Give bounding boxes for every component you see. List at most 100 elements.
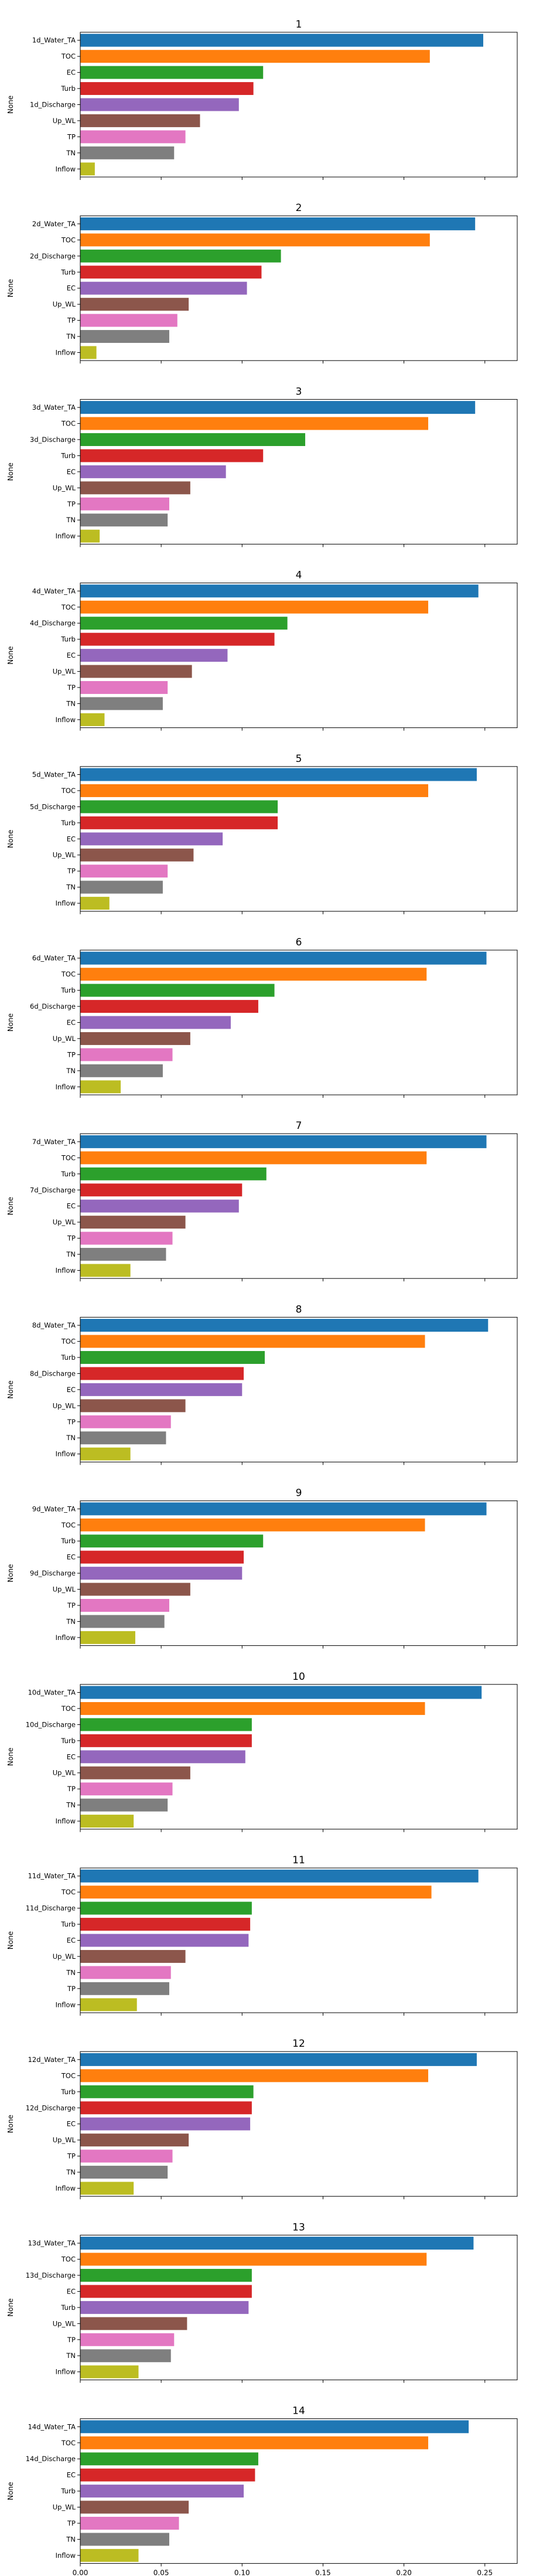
bar-Turb bbox=[80, 816, 278, 829]
y-axis-label: None bbox=[6, 646, 15, 664]
bar-Inflow bbox=[80, 2548, 139, 2562]
y-tick-label: Up_WL bbox=[53, 2503, 76, 2512]
subplot-title: 8 bbox=[296, 1304, 302, 1315]
bar-Inflow bbox=[80, 1447, 131, 1461]
y-tick-label: 5d_Discharge bbox=[30, 802, 76, 811]
bar-TOC bbox=[80, 968, 427, 981]
bar-TOC bbox=[80, 600, 429, 614]
y-tick-label: TN bbox=[66, 1801, 76, 1809]
y-tick-label: Turb bbox=[60, 84, 76, 93]
bar-Up_WL bbox=[80, 1583, 190, 1596]
bar-TP bbox=[80, 130, 186, 144]
bar-Turb bbox=[80, 266, 262, 279]
subplot-title: 12 bbox=[292, 2038, 305, 2050]
y-tick-label: Up_WL bbox=[53, 1952, 76, 1961]
y-tick-label: Inflow bbox=[56, 2184, 76, 2192]
y-tick-label: 8d_Water_TA bbox=[32, 1321, 76, 1329]
y-tick-label: TOC bbox=[61, 1521, 76, 1529]
bar-TP bbox=[80, 1231, 173, 1245]
y-tick-label: 6d_Water_TA bbox=[32, 954, 76, 962]
bar-EC bbox=[80, 2285, 252, 2298]
y-tick-label: 9d_Water_TA bbox=[32, 1505, 76, 1513]
bar-TOC bbox=[80, 233, 430, 247]
subplot-title: 13 bbox=[292, 2221, 305, 2233]
subplot-title: 5 bbox=[296, 753, 302, 765]
bar-EC bbox=[80, 1750, 245, 1764]
subplot-7: 7 7d_Water_TA TOC Turb 7d_Discharge EC Up_WL TP… bbox=[6, 1120, 518, 1282]
y-tick-label: TOC bbox=[61, 420, 76, 428]
y-tick-label: TN bbox=[66, 2352, 76, 2360]
bar-TOC bbox=[80, 2436, 429, 2449]
y-tick-label: TP bbox=[67, 1050, 76, 1059]
y-tick-label: 5d_Water_TA bbox=[32, 771, 76, 779]
bar-TN bbox=[80, 880, 163, 894]
y-tick-label: TP bbox=[67, 1418, 76, 1426]
bar-EC bbox=[80, 465, 226, 478]
y-tick-label: Inflow bbox=[56, 1266, 76, 1274]
y-tick-label: 4d_Discharge bbox=[30, 619, 76, 627]
bar-TOC bbox=[80, 1151, 427, 1165]
y-tick-label: Up_WL bbox=[53, 1585, 76, 1594]
y-tick-label: 11d_Discharge bbox=[26, 1904, 76, 1913]
bar-TN bbox=[80, 330, 169, 343]
bar-TN bbox=[80, 1431, 166, 1445]
y-tick-label: 14d_Water_TA bbox=[28, 2422, 76, 2431]
bar-TOC bbox=[80, 2069, 429, 2082]
subplot-title: 3 bbox=[296, 386, 302, 397]
y-tick-label: Up_WL bbox=[53, 2136, 76, 2144]
y-tick-label: Up_WL bbox=[53, 1401, 76, 1410]
subplot-title: 11 bbox=[292, 1854, 305, 1866]
y-tick-label: TP bbox=[67, 1785, 76, 1793]
bar-EC bbox=[80, 1934, 249, 1947]
bar-Inflow bbox=[80, 1631, 135, 1644]
bar-4d_Water_TA bbox=[80, 584, 479, 598]
x-tick-label: 0.10 bbox=[234, 2569, 250, 2576]
y-tick-label: EC bbox=[67, 284, 76, 292]
y-tick-label: Turb bbox=[60, 2088, 76, 2096]
y-tick-label: 13d_Water_TA bbox=[28, 2239, 76, 2247]
y-axis-label: None bbox=[6, 2298, 15, 2316]
y-tick-label: 4d_Water_TA bbox=[32, 587, 76, 595]
bar-TP bbox=[80, 1048, 173, 1061]
bar-TP bbox=[80, 2333, 175, 2346]
axes-frame bbox=[80, 32, 518, 178]
y-tick-label: Inflow bbox=[56, 2551, 76, 2560]
y-tick-label: TP bbox=[67, 2519, 76, 2527]
y-tick-label: 8d_Discharge bbox=[30, 1369, 76, 1377]
bar-EC bbox=[80, 1199, 239, 1213]
y-axis-label: None bbox=[6, 96, 15, 114]
subplot-title: 4 bbox=[296, 570, 302, 581]
y-tick-label: EC bbox=[67, 1386, 76, 1394]
y-tick-label: TOC bbox=[61, 1338, 76, 1346]
y-tick-label: EC bbox=[67, 1553, 76, 1561]
y-axis-label: None bbox=[6, 2482, 15, 2500]
bar-4d_Discharge bbox=[80, 617, 288, 630]
bar-13d_Water_TA bbox=[80, 2237, 474, 2250]
bar-13d_Discharge bbox=[80, 2269, 252, 2282]
bar-Up_WL bbox=[80, 481, 190, 495]
bar-TP bbox=[80, 865, 168, 878]
bar-EC bbox=[80, 2117, 251, 2131]
bar-11d_Water_TA bbox=[80, 1869, 479, 1883]
axes-frame bbox=[80, 583, 518, 729]
bar-TP bbox=[80, 1782, 173, 1796]
y-axis-label: None bbox=[6, 1013, 15, 1032]
bar-7d_Discharge bbox=[80, 1183, 243, 1197]
bar-Up_WL bbox=[80, 848, 194, 862]
bar-Inflow bbox=[80, 713, 105, 726]
y-tick-label: 12d_Water_TA bbox=[28, 2056, 76, 2064]
y-tick-label: Inflow bbox=[56, 532, 76, 540]
y-tick-label: 10d_Discharge bbox=[26, 1720, 76, 1728]
x-tick-label: 0.15 bbox=[315, 2569, 331, 2576]
y-tick-label: TN bbox=[66, 149, 76, 157]
y-tick-label: TN bbox=[66, 699, 76, 707]
bar-TN bbox=[80, 1966, 171, 1979]
axes-frame bbox=[80, 1316, 518, 1462]
subplot-9: 9 9d_Water_TA TOC Turb EC 9d_Discharge Up_WL TP… bbox=[6, 1488, 518, 1649]
subplot-title: 9 bbox=[296, 1488, 302, 1499]
y-tick-label: 10d_Water_TA bbox=[28, 1689, 76, 1697]
axes-frame bbox=[80, 2051, 518, 2197]
axes-frame bbox=[80, 2234, 518, 2380]
subplot-title: 14 bbox=[292, 2405, 305, 2417]
